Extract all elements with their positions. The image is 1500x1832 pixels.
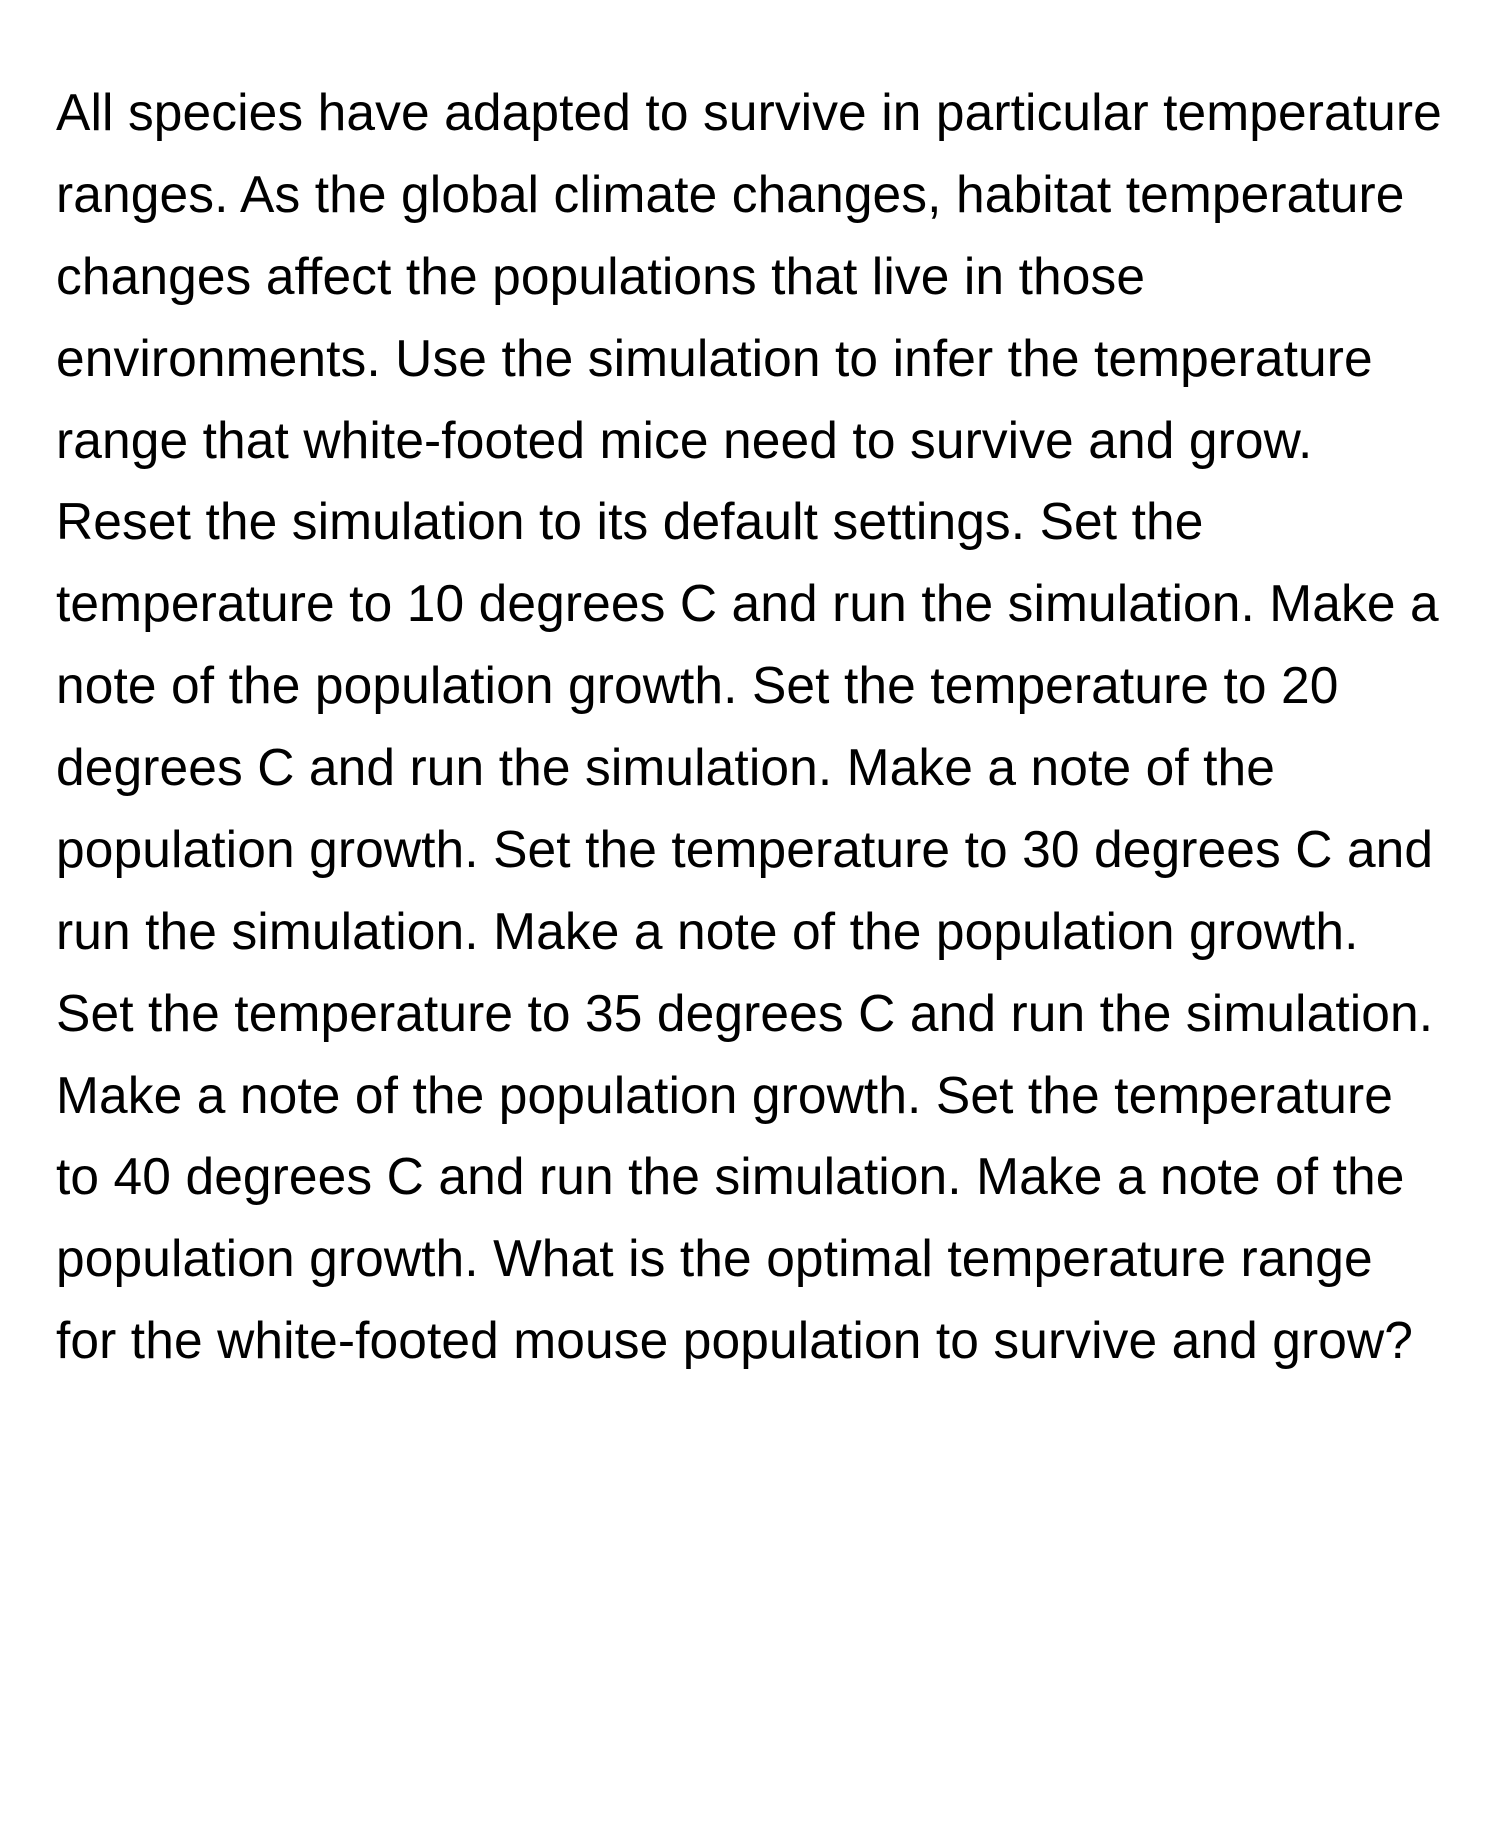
document-body-text: All species have adapted to survive in p… xyxy=(56,72,1444,1382)
